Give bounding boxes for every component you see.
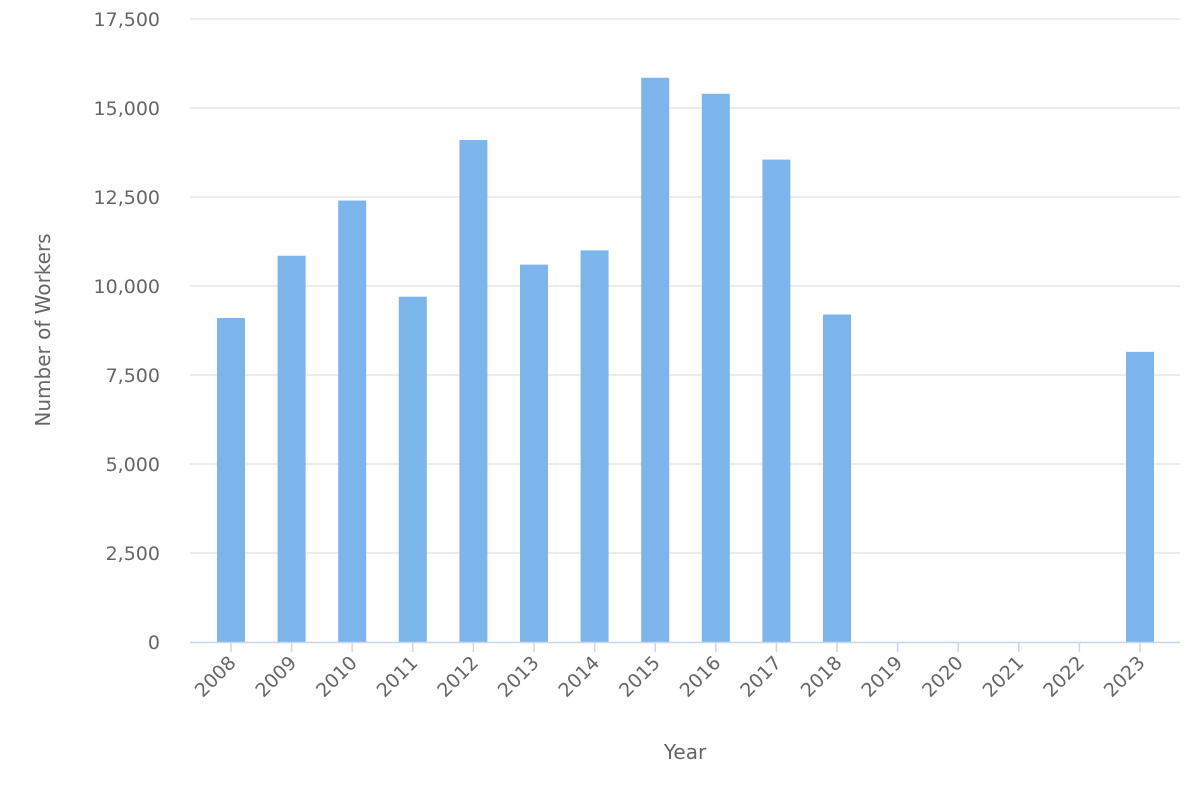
x-tick-label: 2019 (857, 652, 907, 702)
x-tick-label: 2014 (554, 652, 604, 702)
bar-2023 (1126, 351, 1154, 642)
x-axis-ticks: 2008 2009 2010 2011 2012 2013 2014 2015 2016 2017… (191, 642, 1150, 702)
y-tick-label: 15,000 (94, 98, 160, 120)
x-tick-label: 2023 (1100, 652, 1150, 702)
x-tick-label: 2017 (736, 652, 786, 702)
bar-2009 (277, 255, 306, 643)
y-tick-label: 2,500 (106, 543, 160, 565)
bar-2011 (398, 296, 427, 642)
x-tick-label: 2022 (1039, 652, 1089, 702)
x-tick-label: 2009 (251, 652, 301, 702)
y-axis-title: Number of Workers (31, 233, 55, 426)
bar-2017 (762, 159, 791, 642)
x-tick-label: 2018 (797, 652, 847, 702)
y-tick-label: 10,000 (94, 276, 160, 298)
y-tick-label: 12,500 (94, 187, 160, 209)
bar-2018 (823, 314, 851, 642)
y-axis-ticks: 0 2,500 5,000 7,500 10,000 12,500 15,000 17,500 (94, 9, 160, 654)
x-tick-label: 2008 (191, 652, 241, 702)
x-tick-label: 2012 (433, 652, 483, 702)
bar-2010 (338, 200, 367, 642)
bar-2008 (217, 318, 245, 642)
bar-2013 (520, 264, 548, 642)
bar-2014 (580, 250, 609, 642)
bars (217, 77, 1154, 643)
y-tick-label: 7,500 (106, 365, 160, 387)
x-axis-title: Year (663, 740, 707, 764)
bar-2015 (641, 77, 670, 643)
x-tick-label: 2020 (918, 652, 968, 702)
bar-2016 (701, 93, 730, 642)
bar-2012 (459, 140, 488, 643)
y-tick-label: 17,500 (94, 9, 160, 31)
x-tick-label: 2015 (615, 652, 665, 702)
x-tick-label: 2013 (494, 652, 544, 702)
x-tick-label: 2021 (979, 652, 1029, 702)
x-tick-label: 2010 (312, 652, 362, 702)
y-tick-label: 0 (148, 632, 160, 654)
x-tick-label: 2011 (373, 652, 423, 702)
x-tick-label: 2016 (676, 652, 726, 702)
y-tick-label: 5,000 (106, 454, 160, 476)
